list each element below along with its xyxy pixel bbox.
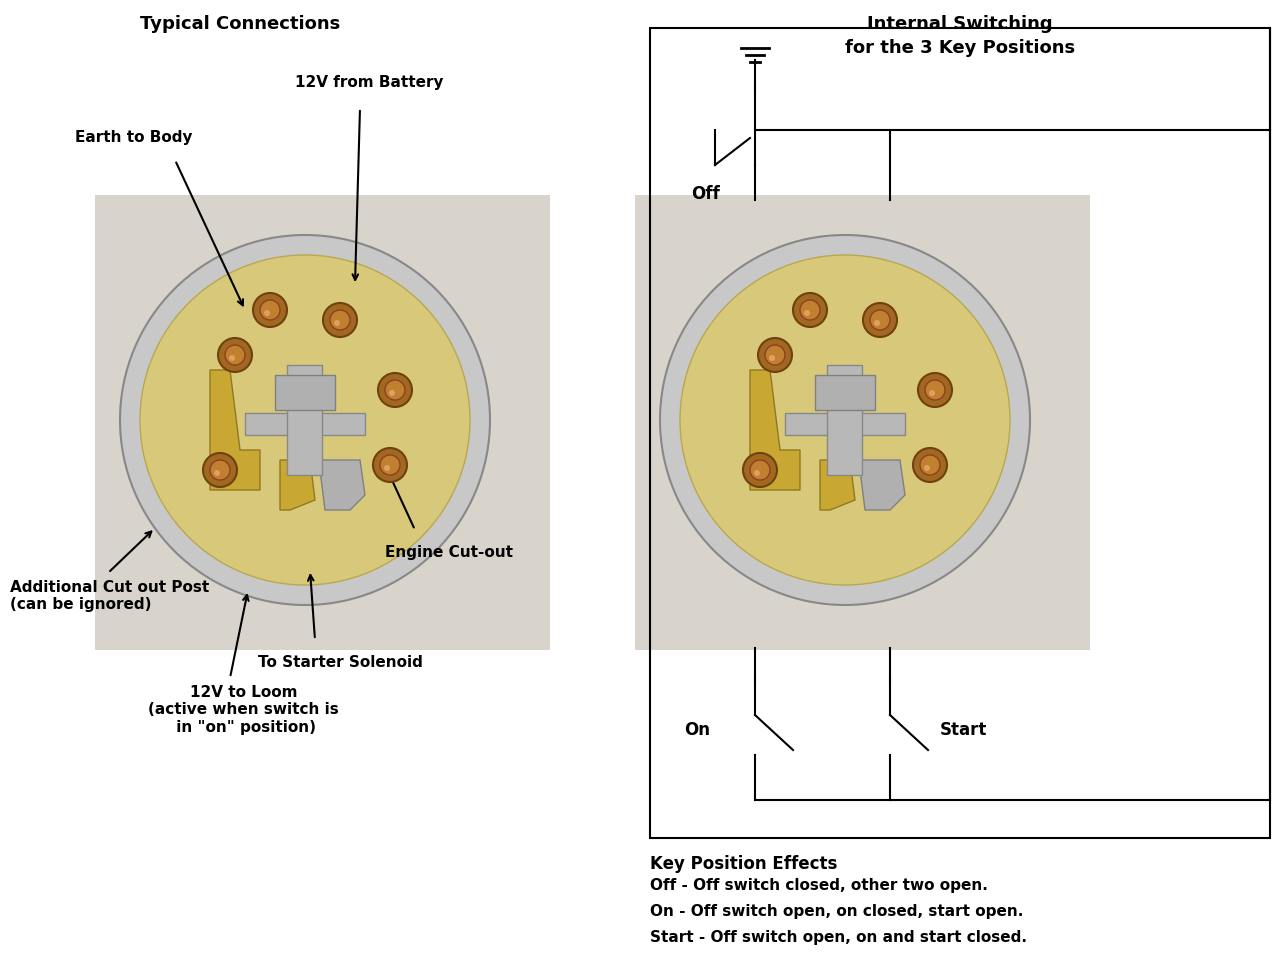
Text: Internal Switching
for the 3 Key Positions: Internal Switching for the 3 Key Positio… xyxy=(845,15,1075,57)
Circle shape xyxy=(229,355,236,361)
Circle shape xyxy=(225,345,244,365)
Circle shape xyxy=(742,453,777,487)
Circle shape xyxy=(794,293,827,327)
Circle shape xyxy=(804,310,810,316)
Circle shape xyxy=(334,320,340,326)
Text: Engine Cut-out: Engine Cut-out xyxy=(385,545,513,560)
Circle shape xyxy=(863,303,897,337)
Circle shape xyxy=(380,455,399,475)
Circle shape xyxy=(754,470,760,476)
Circle shape xyxy=(758,338,792,372)
Circle shape xyxy=(140,255,470,585)
Bar xyxy=(635,195,1091,650)
Circle shape xyxy=(925,380,945,400)
Circle shape xyxy=(918,373,952,407)
Bar xyxy=(287,365,323,475)
Circle shape xyxy=(920,455,940,475)
Bar xyxy=(650,28,1270,838)
Circle shape xyxy=(874,320,881,326)
Polygon shape xyxy=(280,460,315,510)
Polygon shape xyxy=(320,460,365,510)
Text: Start: Start xyxy=(940,721,987,739)
Circle shape xyxy=(769,355,774,361)
Polygon shape xyxy=(860,460,905,510)
Text: On: On xyxy=(684,721,710,739)
Circle shape xyxy=(378,373,412,407)
Text: Off: Off xyxy=(691,185,719,203)
Circle shape xyxy=(330,310,349,330)
Circle shape xyxy=(218,338,252,372)
Text: Earth to Body: Earth to Body xyxy=(76,130,192,145)
Bar xyxy=(827,365,861,475)
Circle shape xyxy=(120,235,490,605)
Circle shape xyxy=(384,465,390,471)
Polygon shape xyxy=(750,370,800,490)
Bar xyxy=(275,375,335,410)
Circle shape xyxy=(389,390,396,396)
Bar xyxy=(815,375,876,410)
Circle shape xyxy=(264,310,270,316)
Text: Off - Off switch closed, other two open.: Off - Off switch closed, other two open. xyxy=(650,878,988,893)
Circle shape xyxy=(870,310,890,330)
Bar xyxy=(95,195,550,650)
Circle shape xyxy=(204,453,237,487)
Text: Key Position Effects: Key Position Effects xyxy=(650,855,837,873)
Text: 12V to Loom
(active when switch is
 in "on" position): 12V to Loom (active when switch is in "o… xyxy=(148,685,339,734)
Circle shape xyxy=(750,460,771,480)
Circle shape xyxy=(765,345,785,365)
Circle shape xyxy=(913,448,947,482)
Circle shape xyxy=(214,470,220,476)
Text: Start - Off switch open, on and start closed.: Start - Off switch open, on and start cl… xyxy=(650,930,1027,945)
Circle shape xyxy=(385,380,404,400)
Circle shape xyxy=(210,460,230,480)
Circle shape xyxy=(929,390,934,396)
Text: Typical Connections: Typical Connections xyxy=(140,15,340,33)
Circle shape xyxy=(660,235,1030,605)
Text: On - Off switch open, on closed, start open.: On - Off switch open, on closed, start o… xyxy=(650,904,1024,919)
Polygon shape xyxy=(210,370,260,490)
Polygon shape xyxy=(820,460,855,510)
Text: Additional Cut out Post
(can be ignored): Additional Cut out Post (can be ignored) xyxy=(10,580,209,612)
Circle shape xyxy=(924,465,931,471)
Circle shape xyxy=(372,448,407,482)
Bar xyxy=(244,413,365,435)
Circle shape xyxy=(323,303,357,337)
Text: 12V from Battery: 12V from Battery xyxy=(294,75,443,90)
Bar xyxy=(785,413,905,435)
Circle shape xyxy=(680,255,1010,585)
Circle shape xyxy=(800,300,820,320)
Text: To Starter Solenoid: To Starter Solenoid xyxy=(259,655,422,670)
Circle shape xyxy=(253,293,287,327)
Circle shape xyxy=(260,300,280,320)
